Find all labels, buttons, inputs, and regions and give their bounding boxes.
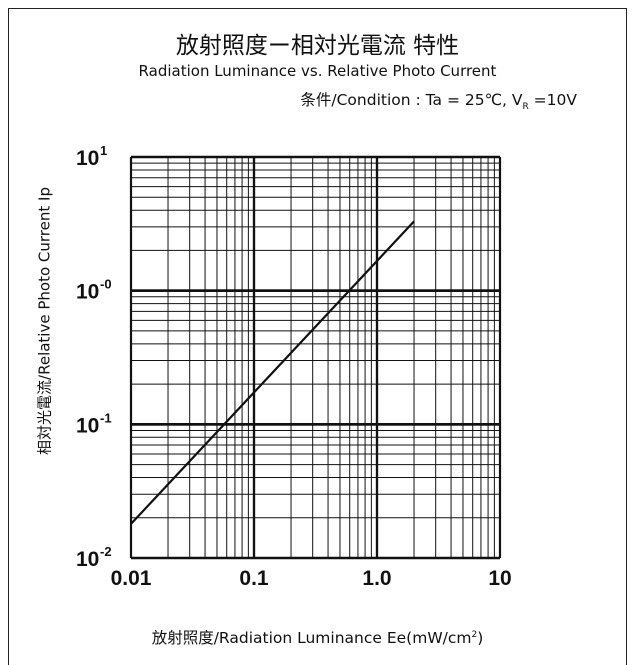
- y-tick-base: 10: [76, 414, 99, 437]
- y-tick-label: 10 -2: [76, 544, 112, 571]
- grid-major: [129, 155, 502, 560]
- y-tick-base: 10: [76, 147, 99, 170]
- x-axis-label-end: ): [477, 629, 484, 647]
- x-axis-label-sup: 2: [471, 629, 478, 640]
- x-tick-labels: 0.01 0.1 1.0 10: [111, 567, 512, 590]
- series-layer: [130, 220, 415, 525]
- x-axis-label: 放射照度/Radiation Luminance Ee(mW/cm2): [0, 626, 635, 648]
- y-tick-label: 10 -1: [76, 410, 112, 437]
- y-tick-exponent: -0: [100, 277, 112, 292]
- series-line-0: [130, 220, 415, 525]
- grid-minor: [131, 157, 500, 558]
- chart-title: 放射照度ー相対光電流 特性: [175, 33, 460, 59]
- chart-frame: [8, 8, 627, 665]
- y-tick-label: 10 1: [76, 143, 107, 170]
- condition-subscript: R: [522, 102, 529, 113]
- condition-prefix: 条件/Condition : Ta = 25℃, V: [300, 91, 523, 109]
- y-tick-exponent: 1: [100, 143, 107, 158]
- condition-suffix: =10V: [528, 91, 577, 109]
- x-tick-label: 0.01: [111, 567, 152, 590]
- y-tick-exponent: -1: [100, 410, 112, 425]
- y-tick-label: 10 -0: [76, 277, 112, 304]
- y-tick-base: 10: [76, 281, 99, 304]
- y-tick-base: 10: [76, 548, 99, 571]
- x-axis-label-main: 放射照度/Radiation Luminance Ee(mW/cm: [151, 629, 472, 647]
- y-tick-exponent: -2: [100, 544, 112, 559]
- x-tick-label: 0.1: [239, 567, 269, 590]
- chart-condition: 条件/Condition : Ta = 25℃, VR =10V: [300, 88, 577, 112]
- x-tick-label: 1.0: [362, 567, 391, 590]
- chart-subtitle: Radiation Luminance vs. Relative Photo C…: [138, 62, 497, 80]
- x-tick-label: 10: [488, 567, 511, 590]
